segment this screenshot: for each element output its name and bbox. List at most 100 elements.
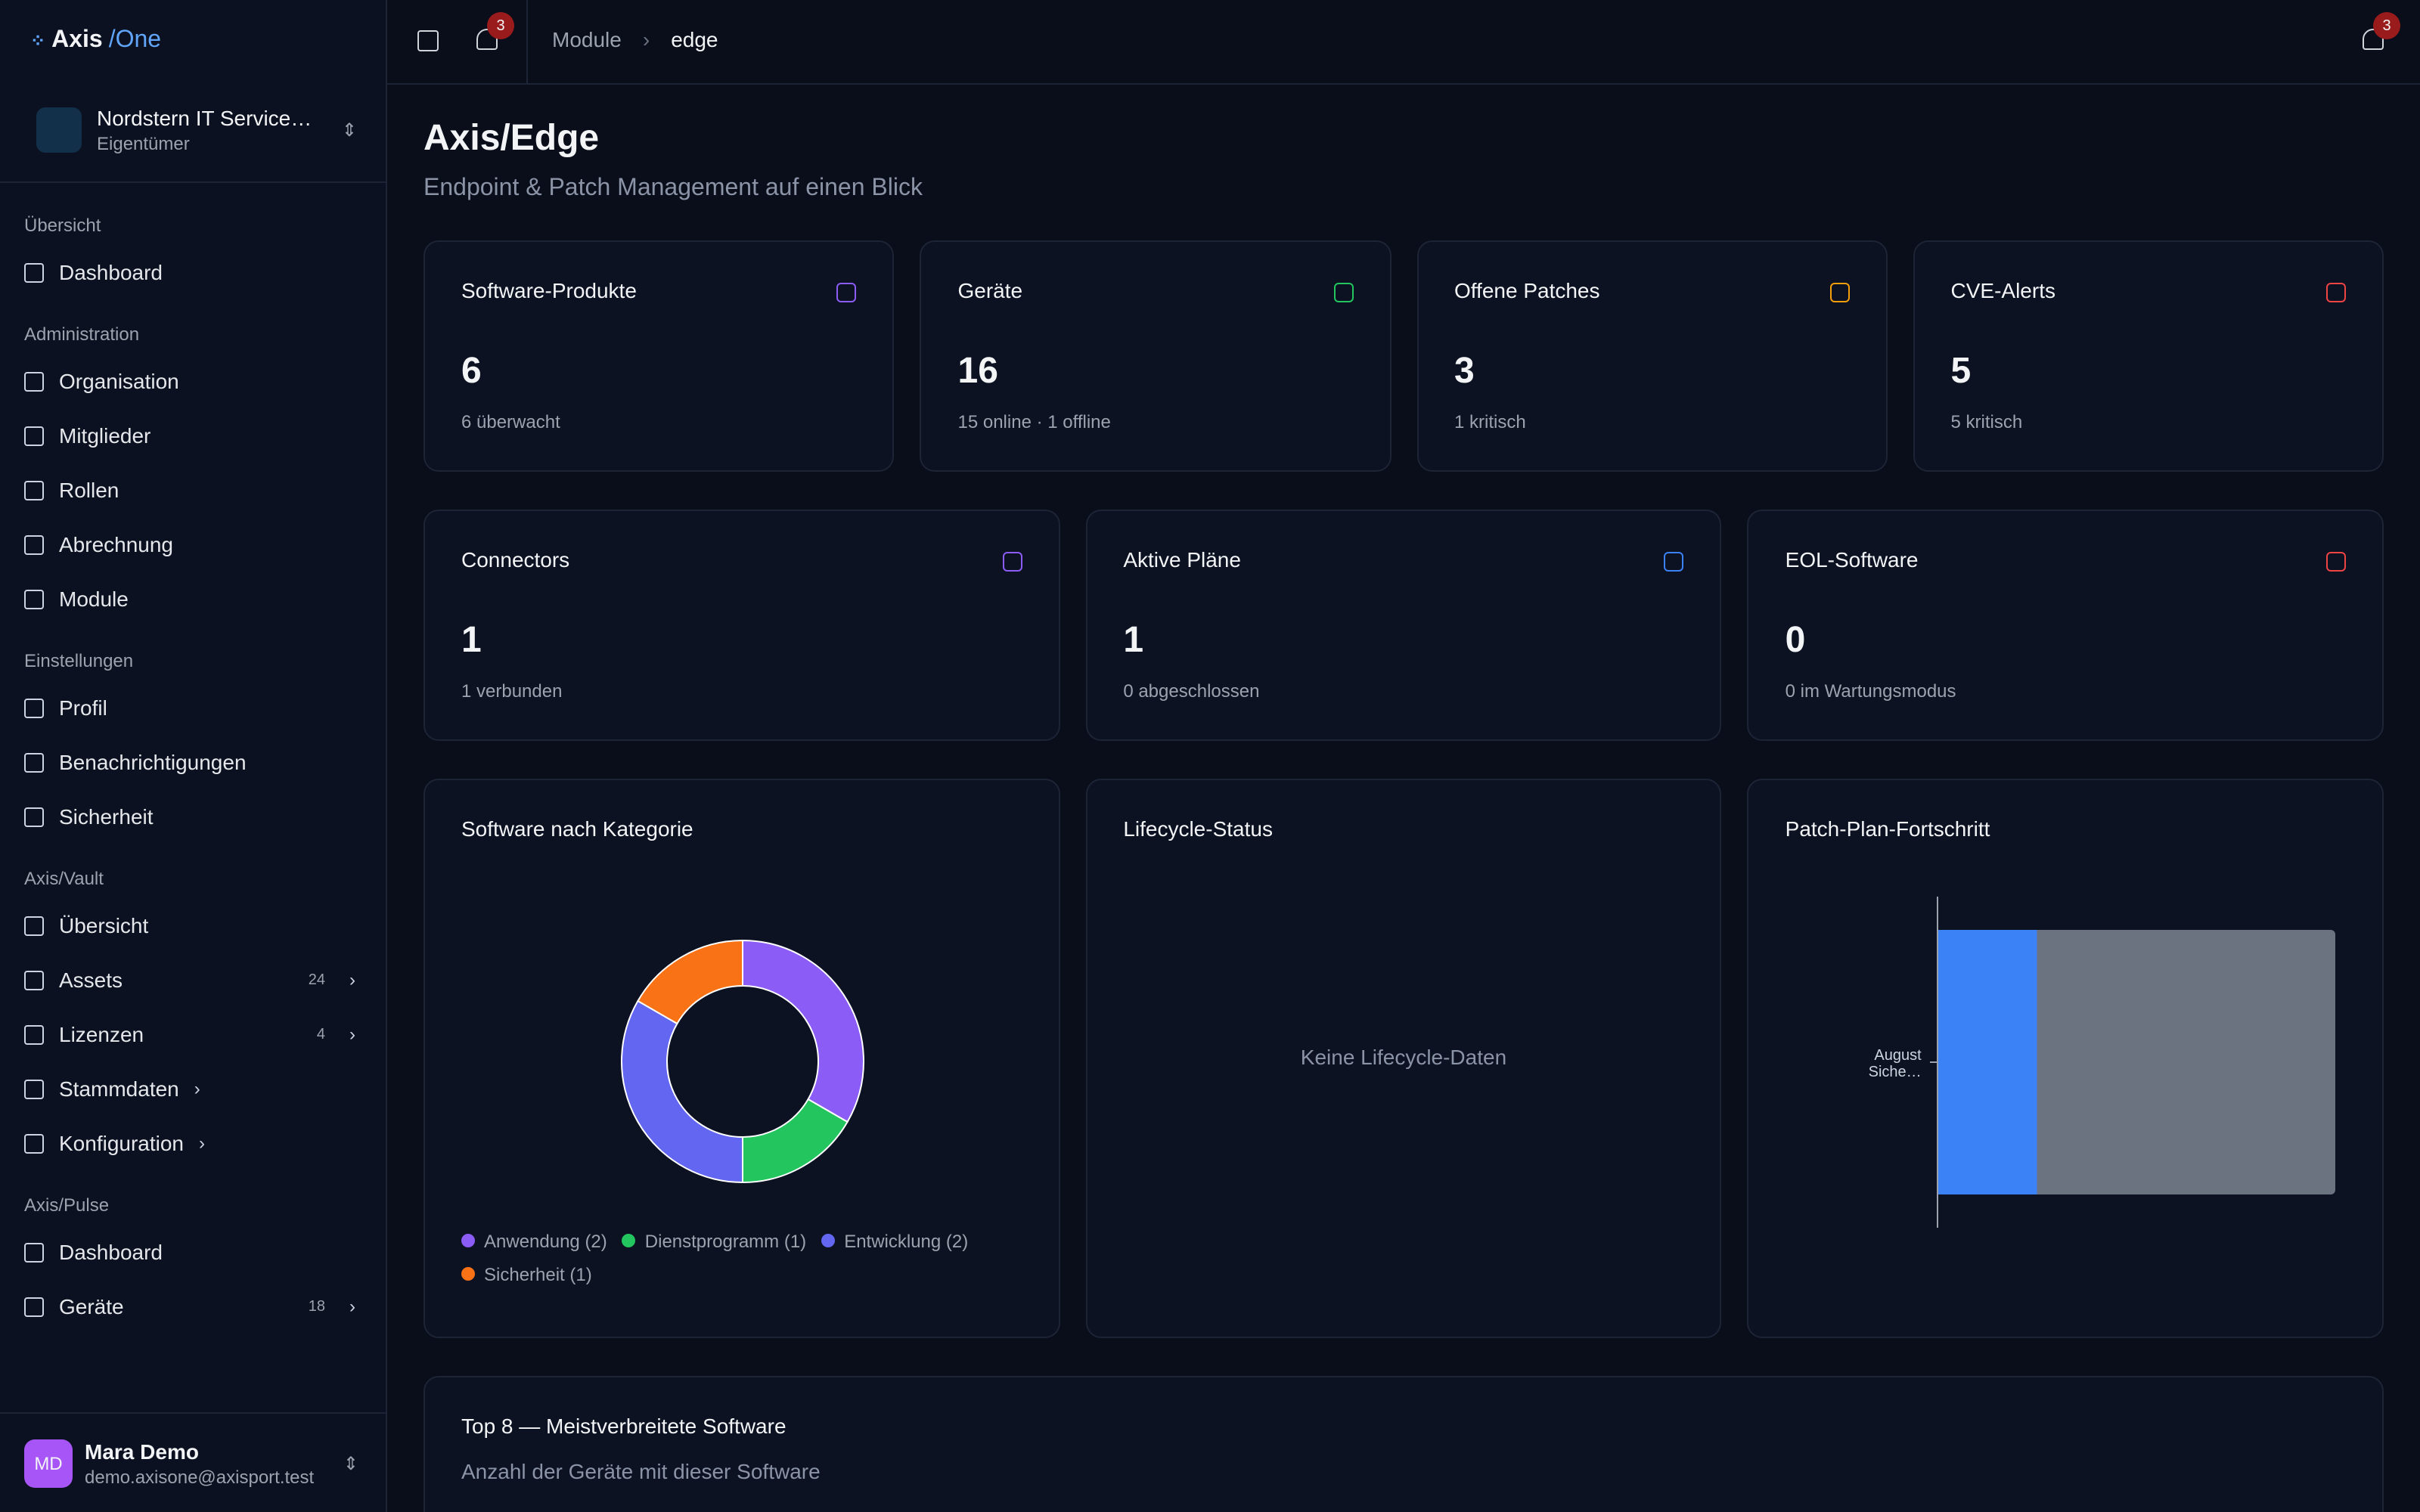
section-title: Einstellungen — [24, 650, 134, 671]
notifications[interactable]: 3 — [476, 12, 514, 50]
logo[interactable]: ⁘ Axis/One — [30, 27, 162, 53]
nav-label: Profil — [59, 696, 107, 720]
nav-icon — [24, 752, 44, 772]
nav-item[interactable]: Mitglieder — [0, 408, 386, 463]
stat-value: 1 — [461, 620, 482, 661]
nav-icon — [24, 371, 44, 391]
nav-icon — [24, 1242, 44, 1262]
chart-card: Software nach Kategorie Anwendung (2) Dien… — [424, 779, 1060, 1338]
nav-item[interactable]: Übersicht — [0, 898, 386, 953]
nav-badge: 4 — [316, 1026, 325, 1043]
stat-card: EOL-Software 0 0 im Wartungsmodus — [1747, 510, 2384, 741]
legend-entry: Sicherheit (1) — [461, 1264, 592, 1285]
nav-item[interactable]: Dashboard — [0, 245, 386, 299]
nav-label: Geräte — [59, 1294, 124, 1318]
legend-entry: Anwendung (2) — [461, 1231, 607, 1252]
stat-title: Geräte — [957, 278, 1023, 302]
stat-title: CVE-Alerts — [1950, 278, 2055, 302]
nav-label: Übersicht — [59, 913, 149, 937]
stat-note: 0 im Wartungsmodus — [1785, 680, 1956, 702]
nav-item[interactable]: Benachrichtigungen — [0, 735, 386, 789]
legend-dot — [461, 1267, 475, 1281]
section-title: Übersicht — [24, 215, 101, 236]
nav-item[interactable]: Module — [0, 572, 386, 626]
nav-icon — [24, 1133, 44, 1153]
chevron: › — [199, 1132, 206, 1154]
org-switcher[interactable]: Nordstern IT Service… Eigentümer ⇕ — [36, 100, 357, 160]
stat-icon — [2326, 283, 2346, 302]
nav-icon — [24, 534, 44, 554]
nav-item[interactable]: Rollen — [0, 463, 386, 517]
bar — [1938, 930, 2038, 1194]
nav-icon — [24, 1297, 44, 1316]
page-title: Axis/Edge — [424, 118, 600, 159]
notification-badge: 3 — [487, 12, 514, 39]
breadcrumb-item[interactable]: Module — [552, 27, 622, 51]
stat-value: 6 — [461, 351, 482, 392]
chart-title: Patch-Plan-Fortschritt — [1785, 816, 1990, 841]
chevron: › — [349, 1296, 355, 1317]
nav-item[interactable]: Lizenzen 4 › — [0, 1007, 386, 1061]
chevron: › — [194, 1078, 200, 1099]
stat-title: Offene Patches — [1454, 278, 1600, 302]
nav-item[interactable]: Assets 24 › — [0, 953, 386, 1007]
stat-icon — [1002, 552, 1022, 572]
stat-icon — [1333, 283, 1353, 302]
chevron: › — [349, 1024, 355, 1045]
breadcrumb-item: edge — [671, 27, 718, 51]
nav-icon — [24, 807, 44, 826]
legend-label: Sicherheit (1) — [484, 1264, 592, 1285]
nav-label: Dashboard — [59, 260, 163, 284]
stat-icon — [1664, 552, 1684, 572]
chart-card: Patch-Plan-Fortschritt August Siche… — [1747, 779, 2384, 1338]
sidebar: ⁘ Axis/One Nordstern IT Service… Eigentüme… — [0, 0, 387, 1512]
nav-item[interactable]: Geräte 18 › — [0, 1279, 386, 1334]
nav-label: Sicherheit — [59, 804, 154, 829]
stat-note: 15 online · 1 offline — [957, 411, 1111, 432]
nav-item[interactable]: Sicherheit — [0, 789, 386, 844]
chart-card: Top 8 — Meistverbreitete Software Anzahl … — [424, 1376, 2384, 1512]
page-subtitle: Endpoint & Patch Management auf einen Bl… — [424, 175, 923, 201]
nav-item[interactable]: Organisation — [0, 354, 386, 408]
nav-item[interactable]: Konfiguration › — [0, 1116, 386, 1170]
legend-entry: Dienstprogramm (1) — [622, 1231, 806, 1252]
main: Axis/Edge Endpoint & Patch Management au… — [424, 83, 2384, 1512]
nav-icon — [24, 589, 44, 609]
nav-icon — [24, 426, 44, 445]
nav-item[interactable]: Stammdaten › — [0, 1061, 386, 1116]
nav-label: Stammdaten — [59, 1077, 179, 1101]
avatar: MD — [24, 1439, 73, 1487]
nav-label: Benachrichtigungen — [59, 750, 247, 774]
chart-card: Lifecycle-Status Keine Lifecycle-Daten — [1085, 779, 1722, 1338]
user-menu[interactable]: MD Mara Demo demo.axisone@axisport.test ⇕ — [0, 1412, 386, 1512]
nav-icon — [24, 1024, 44, 1044]
nav-item[interactable]: Abrechnung — [0, 517, 386, 572]
nav-icon — [24, 916, 44, 935]
nav-item[interactable]: Profil — [0, 680, 386, 735]
nav-label: Abrechnung — [59, 532, 174, 556]
nav-label: Dashboard — [59, 1240, 163, 1264]
legend-entry: Entwicklung (2) — [821, 1231, 968, 1252]
stat-card: Software-Produkte 6 6 überwacht — [424, 240, 895, 472]
nav-item[interactable]: Dashboard — [0, 1225, 386, 1279]
nav-icon — [24, 262, 44, 282]
stat-title: Aktive Pläne — [1123, 547, 1241, 572]
legend-dot — [821, 1234, 836, 1247]
empty-state: Keine Lifecycle-Daten — [1300, 1045, 1507, 1069]
sidebar-toggle[interactable] — [417, 30, 439, 51]
nav: Übersicht Dashboard Administration Organisa… — [0, 191, 386, 1400]
section-title: Axis/Pulse — [24, 1194, 110, 1216]
stat-card: Geräte 16 15 online · 1 offline — [920, 240, 1391, 472]
nav-icon — [24, 1079, 44, 1098]
stat-title: Software-Produkte — [461, 278, 637, 302]
notifications[interactable]: 3 — [2363, 12, 2400, 50]
stat-title: EOL-Software — [1785, 547, 1919, 572]
breadcrumb: Module › edge — [552, 27, 718, 51]
bar-chart — [1930, 897, 2336, 1228]
donut-segment — [637, 939, 743, 1025]
nav-icon — [24, 480, 44, 500]
notification-badge: 3 — [2373, 12, 2400, 39]
nav-icon — [24, 970, 44, 990]
nav-label: Organisation — [59, 369, 179, 393]
stat-note: 1 verbunden — [461, 680, 563, 702]
